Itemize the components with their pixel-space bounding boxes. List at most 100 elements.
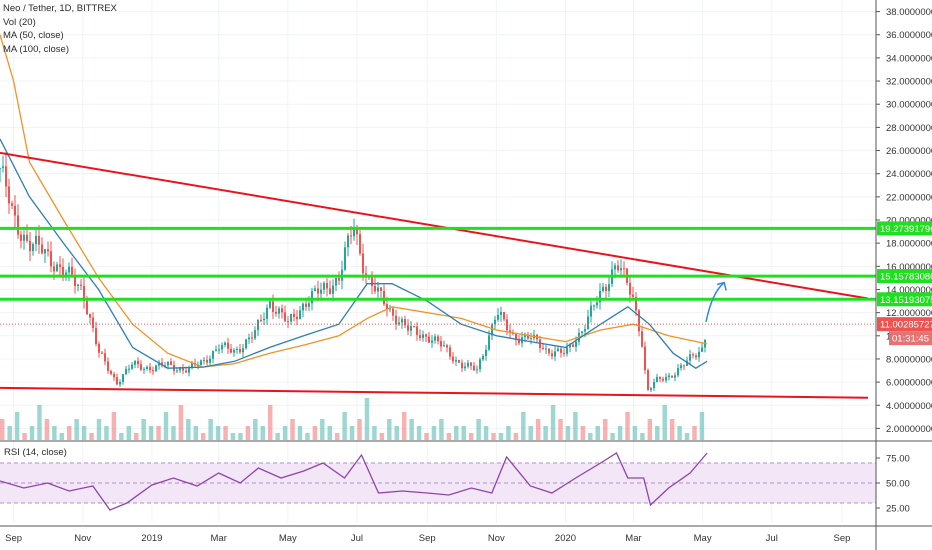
- volume-bar: [669, 419, 675, 440]
- x-tick-label: Mar: [625, 533, 641, 544]
- candle-body: [176, 370, 178, 372]
- volume-bar: [506, 426, 511, 440]
- candle-body: [491, 324, 493, 336]
- legend-ma100[interactable]: MA (100, close): [3, 43, 69, 55]
- candle-body: [278, 308, 280, 314]
- candle-body: [464, 366, 466, 369]
- volume-bar: [439, 419, 444, 440]
- y-tick-label: 36.00000000: [886, 30, 932, 41]
- candle-body: [680, 365, 682, 369]
- volume-bar: [44, 419, 50, 440]
- candle-body: [284, 312, 286, 322]
- volume-bar: [66, 426, 72, 440]
- candle-body: [191, 362, 193, 368]
- candle-body: [401, 319, 403, 323]
- rsi-legend[interactable]: RSI (14, close): [4, 447, 67, 458]
- candle-body: [671, 375, 673, 378]
- candle-body: [86, 301, 88, 315]
- volume-bar: [171, 426, 176, 440]
- candle-body: [524, 334, 526, 338]
- candle-body: [599, 290, 601, 303]
- legend-ma50[interactable]: MA (50, close): [3, 30, 64, 41]
- candle-body: [275, 311, 277, 314]
- y-tick-label: 2.00000000: [886, 424, 932, 435]
- candle-body: [563, 352, 565, 354]
- volume-bar: [573, 412, 578, 440]
- candle-body: [203, 359, 205, 361]
- candle-body: [638, 310, 640, 332]
- candle-body: [293, 313, 295, 317]
- volume-bar: [640, 433, 645, 440]
- candle-body: [29, 240, 31, 252]
- candle-body: [53, 266, 55, 272]
- volume-bar: [342, 412, 347, 440]
- candle-body: [179, 367, 181, 371]
- candle-body: [659, 377, 661, 379]
- volume-bar: [513, 433, 519, 440]
- volume-bar: [104, 426, 109, 440]
- volume-bar: [290, 419, 295, 440]
- candle-body: [335, 277, 337, 286]
- candle-body: [125, 368, 127, 375]
- volume-bar: [543, 426, 548, 440]
- candle-body: [158, 362, 160, 366]
- candle-body: [35, 235, 37, 245]
- candle-body: [32, 244, 34, 252]
- volume-bar: [7, 426, 12, 440]
- volume-bar: [498, 433, 504, 440]
- candle-body: [320, 289, 322, 294]
- chart-drawings[interactable]: [0, 151, 876, 399]
- candle-body: [326, 283, 328, 289]
- volume-bar: [312, 426, 318, 440]
- candle-body: [494, 319, 496, 325]
- candle-body: [362, 253, 364, 274]
- candle-body: [587, 316, 589, 330]
- candle-body: [77, 284, 79, 287]
- candle-body: [89, 314, 91, 318]
- candle-body: [233, 349, 235, 353]
- y-tick-label: 22.00000000: [886, 192, 932, 203]
- volume-bar: [89, 433, 94, 440]
- candle-body: [143, 368, 145, 370]
- candle-body: [11, 203, 13, 206]
- candle-body: [695, 355, 697, 358]
- y-tick-label: 14.00000000: [886, 285, 932, 296]
- candle-body: [665, 377, 667, 381]
- level-tag: [877, 221, 932, 236]
- candle-body: [314, 288, 316, 292]
- volume-bar: [81, 426, 87, 440]
- volume-bar: [305, 433, 310, 440]
- volume-bar: [602, 419, 608, 440]
- volume-bar: [461, 426, 466, 440]
- candle-body: [149, 366, 151, 371]
- candle-body: [650, 388, 652, 390]
- candle-body: [392, 308, 394, 316]
- volume-bar: [52, 426, 57, 440]
- legend-symbol[interactable]: Neo / Tether, 1D, BITTREX: [3, 3, 117, 14]
- candle-body: [299, 310, 301, 320]
- candle-body: [614, 265, 616, 270]
- candle-body: [575, 341, 577, 347]
- candle-body: [434, 336, 436, 341]
- volume-bars: [0, 398, 705, 440]
- candle-body: [413, 326, 415, 328]
- candle-body: [68, 266, 70, 273]
- candle-body: [377, 287, 379, 292]
- candle-body: [116, 377, 118, 385]
- candle-body: [683, 365, 685, 367]
- candle-body: [554, 351, 556, 357]
- volume-bar: [401, 412, 407, 440]
- level-tag: [877, 292, 932, 307]
- candle-body: [110, 370, 112, 374]
- volume-bar: [334, 433, 340, 440]
- volume-bar: [327, 426, 332, 440]
- candle-body: [353, 229, 355, 237]
- candle-body: [608, 284, 610, 291]
- volume-bar: [424, 433, 429, 440]
- volume-bar: [297, 426, 303, 440]
- candle-body: [662, 378, 664, 381]
- volume-bar: [692, 426, 697, 440]
- legend-vol[interactable]: Vol (20): [3, 16, 36, 28]
- candle-body: [497, 314, 499, 320]
